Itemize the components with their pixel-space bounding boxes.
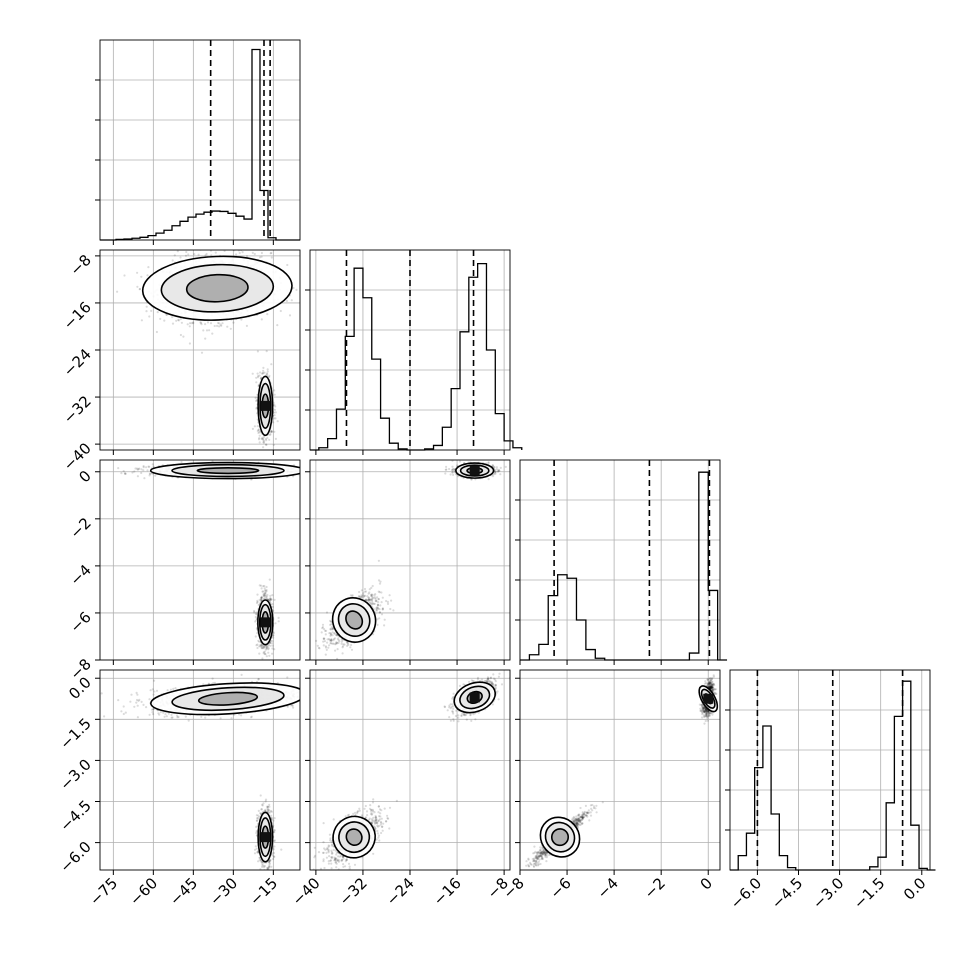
y-tick-label: −4.5: [56, 797, 94, 835]
panel-frame: [729, 669, 931, 871]
contour-level: [550, 828, 570, 847]
y-tick-label: −2: [66, 514, 94, 542]
density-peak: [260, 832, 271, 843]
y-tick-label: −16: [60, 298, 95, 333]
x-tick-label: −2: [641, 874, 669, 902]
density-layer: [116, 250, 298, 449]
contour-level: [345, 828, 363, 847]
y-tick-label: −32: [60, 392, 95, 427]
x-tick-label: −60: [126, 874, 161, 909]
density-peak: [260, 400, 271, 411]
histogram-panel-0: [95, 39, 301, 245]
scatter-panel-r3-c0: −6.0−4.5−3.0 −1.5 0.0 −75 −60 −45 −30 −15: [56, 669, 301, 909]
scatter-panel-r3-c1: −40 −32 −24 −16 −8: [289, 669, 512, 909]
y-tick-label: −6: [66, 608, 94, 636]
histogram-step: [310, 262, 523, 451]
contour-level: [196, 466, 260, 475]
density-layer: [117, 460, 300, 660]
x-tick-label: −15: [246, 874, 281, 909]
histogram-step: [520, 471, 728, 661]
density-peak: [469, 465, 480, 476]
x-tick-label: −3.0: [809, 874, 847, 912]
x-tick-label: −32: [336, 874, 371, 909]
density-layer: [312, 670, 510, 870]
scatter-panel-r1-c0: −40 −32 −24 −16 −8: [60, 249, 301, 474]
histogram-panel-3: −6.0 −4.5 −3.0 −1.5 0.0: [725, 669, 936, 913]
x-tick-label: −4: [594, 874, 622, 902]
x-tick-label: −24: [383, 874, 418, 909]
x-tick-label: −75: [86, 874, 121, 909]
x-tick-label: −4.5: [768, 874, 806, 912]
density-peak: [260, 617, 271, 628]
y-tick-label: −24: [60, 345, 95, 380]
x-tick-label: −45: [166, 874, 201, 909]
density-peak: [469, 692, 480, 703]
x-tick-label: −6: [547, 874, 575, 902]
y-tick-label: −6.0: [56, 838, 94, 876]
x-tick-label: −6.0: [727, 874, 765, 912]
panel-frame: [519, 669, 721, 871]
y-tick-label: −4: [66, 561, 94, 589]
x-tick-label: −1.5: [850, 874, 888, 912]
x-tick-label: 0.0: [900, 874, 930, 904]
x-tick-label: −16: [430, 874, 465, 909]
x-tick-label: −30: [206, 874, 241, 909]
scatter-panel-r2-c1: [305, 459, 511, 665]
scatter-panel-r2-c0: −8−6−4−20: [66, 459, 301, 683]
panel-frame: [99, 459, 301, 661]
panel-frame: [99, 669, 301, 871]
x-tick-label: −8: [499, 874, 527, 902]
y-tick-label: −3.0: [56, 756, 94, 794]
y-tick-label: −1.5: [56, 714, 94, 752]
y-tick-label: −40: [60, 439, 95, 474]
density-layer: [100, 673, 300, 870]
contour-level: [345, 610, 364, 630]
x-tick-label: 0: [697, 874, 716, 893]
density-layer: [525, 674, 719, 869]
y-tick-label: 0: [75, 467, 94, 486]
density-layer: [315, 460, 507, 660]
panel-frame: [99, 39, 301, 241]
y-tick-label: 0.0: [65, 673, 95, 703]
contour-level: [185, 273, 249, 303]
scatter-panel-r3-c2: −8 −6 −4 −2 0: [499, 669, 721, 902]
contour-level: [197, 691, 259, 706]
histogram-panel-2: [515, 459, 728, 665]
density-peak: [703, 693, 714, 704]
panel-frame: [519, 459, 721, 661]
y-tick-label: −8: [66, 251, 94, 279]
x-tick-label: −40: [289, 874, 324, 909]
histogram-panel-1: [305, 249, 523, 455]
histogram-step: [100, 48, 300, 241]
